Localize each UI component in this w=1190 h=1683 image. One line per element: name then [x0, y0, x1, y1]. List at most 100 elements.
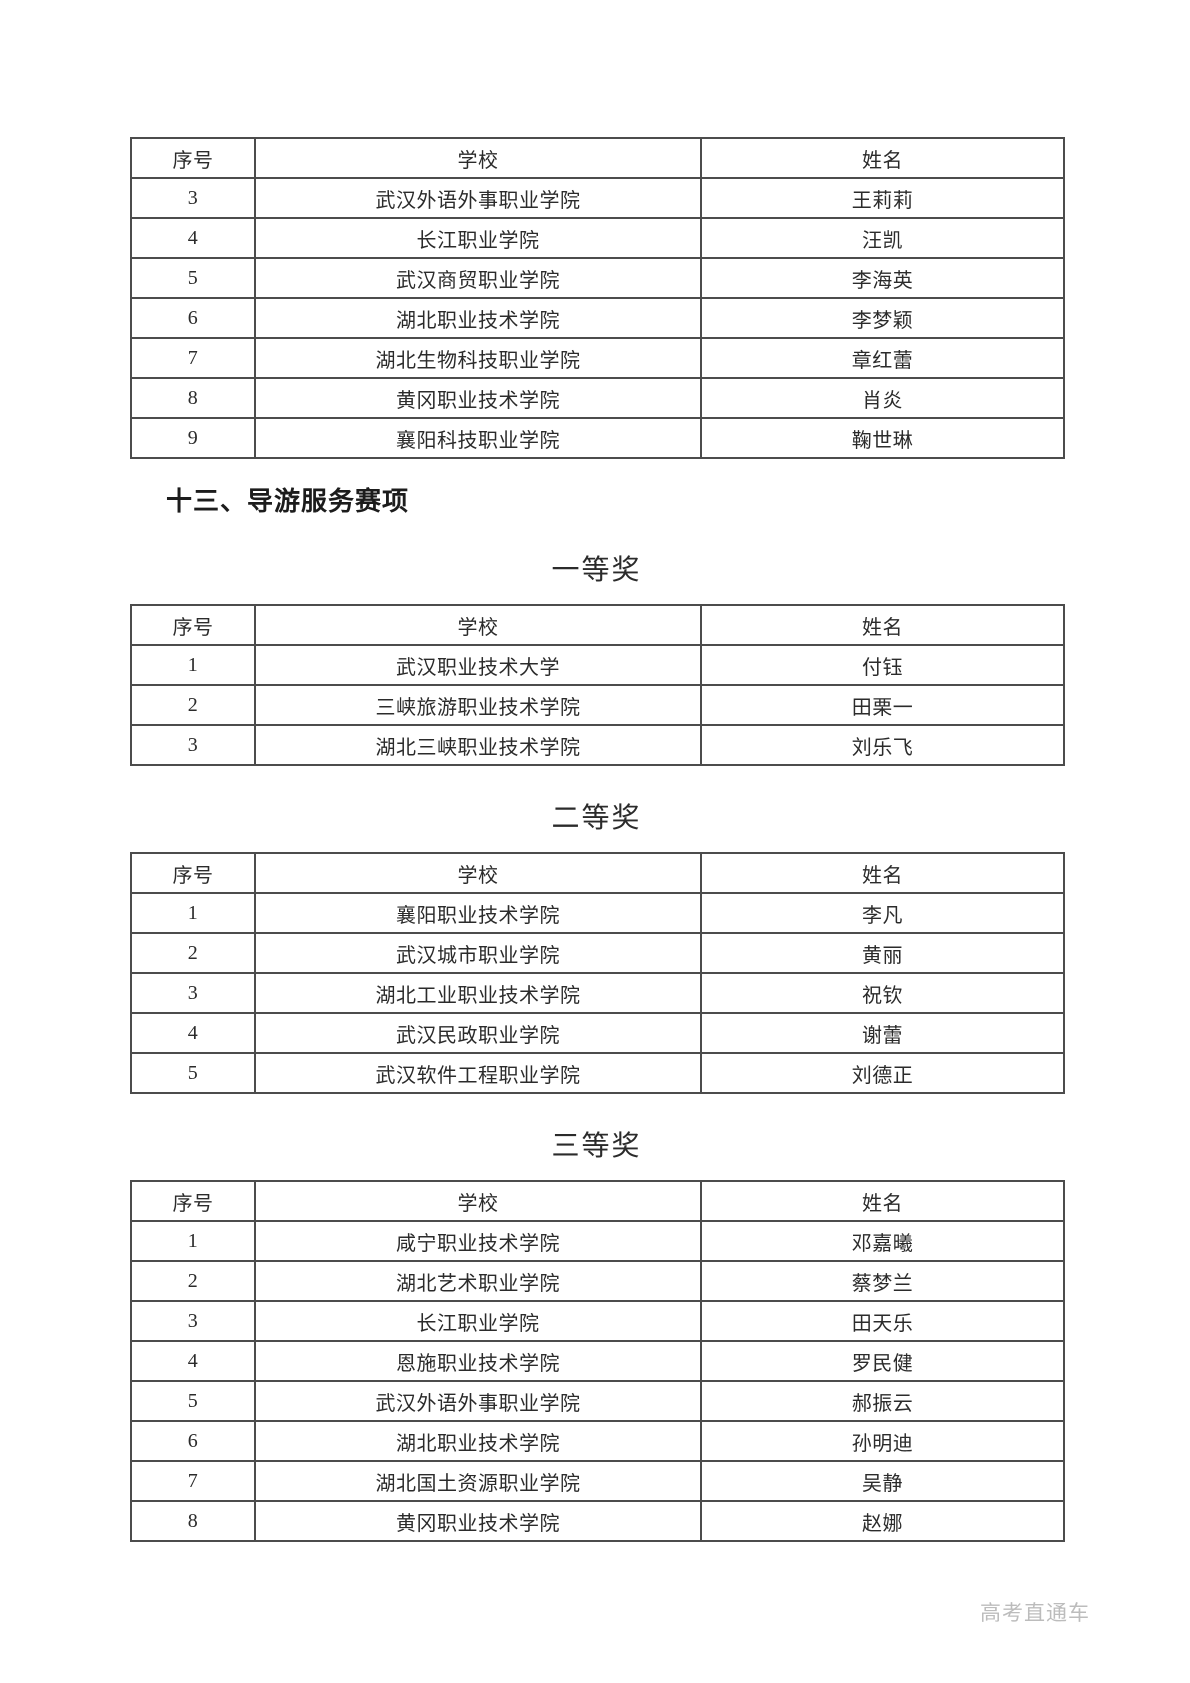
- table-row: 6 湖北职业技术学院 孙明迪: [130, 1420, 1065, 1462]
- serial-cell: 3: [130, 972, 256, 1014]
- serial-cell: 2: [130, 932, 256, 974]
- column-header: 学校: [254, 137, 702, 179]
- school-cell: 湖北职业技术学院: [254, 1420, 702, 1462]
- serial-cell: 1: [130, 644, 256, 686]
- school-cell: 武汉民政职业学院: [254, 1012, 702, 1054]
- school-cell: 湖北国土资源职业学院: [254, 1460, 702, 1502]
- school-cell: 湖北生物科技职业学院: [254, 337, 702, 379]
- serial-cell: 1: [130, 1220, 256, 1262]
- serial-cell: 6: [130, 1420, 256, 1462]
- school-cell: 湖北职业技术学院: [254, 297, 702, 339]
- table-row: 4 武汉民政职业学院 谢蕾: [130, 1012, 1065, 1054]
- name-cell: 田栗一: [700, 684, 1065, 726]
- award-title-second-prize: 二等奖: [551, 803, 642, 834]
- serial-cell: 7: [130, 1460, 256, 1502]
- name-cell: 赵娜: [700, 1500, 1065, 1542]
- column-header: 序号: [130, 604, 256, 646]
- table-row: 5 武汉软件工程职业学院 刘德正: [130, 1052, 1065, 1094]
- serial-cell: 3: [130, 724, 256, 766]
- school-cell: 恩施职业技术学院: [254, 1340, 702, 1382]
- table-row: 2 湖北艺术职业学院 蔡梦兰: [130, 1260, 1065, 1302]
- school-cell: 武汉外语外事职业学院: [254, 1380, 702, 1422]
- watermark-text: 高考直通车: [980, 1602, 1090, 1625]
- column-header: 序号: [130, 852, 256, 894]
- table-row: 6 湖北职业技术学院 李梦颖: [130, 297, 1065, 339]
- column-header: 学校: [254, 852, 702, 894]
- name-cell: 章红蕾: [700, 337, 1065, 379]
- table-row: 9 襄阳科技职业学院 鞠世琳: [130, 417, 1065, 459]
- column-header: 姓名: [700, 852, 1065, 894]
- name-cell: 邓嘉曦: [700, 1220, 1065, 1262]
- name-cell: 谢蕾: [700, 1012, 1065, 1054]
- table-row: 3 湖北三峡职业技术学院 刘乐飞: [130, 724, 1065, 766]
- table-row: 4 长江职业学院 汪凯: [130, 217, 1065, 259]
- serial-cell: 3: [130, 177, 256, 219]
- column-header: 姓名: [700, 604, 1065, 646]
- name-cell: 田天乐: [700, 1300, 1065, 1342]
- school-cell: 武汉城市职业学院: [254, 932, 702, 974]
- table-row: 1 武汉职业技术大学 付钰: [130, 644, 1065, 686]
- award-title-third-prize: 三等奖: [551, 1131, 642, 1162]
- column-header: 序号: [130, 1180, 256, 1222]
- school-cell: 三峡旅游职业技术学院: [254, 684, 702, 726]
- table-header-row: 序号 学校 姓名: [130, 852, 1065, 894]
- school-cell: 武汉软件工程职业学院: [254, 1052, 702, 1094]
- name-cell: 李海英: [700, 257, 1065, 299]
- table-row: 8 黄冈职业技术学院 肖炎: [130, 377, 1065, 419]
- school-cell: 黄冈职业技术学院: [254, 377, 702, 419]
- serial-cell: 5: [130, 1052, 256, 1094]
- name-cell: 罗民健: [700, 1340, 1065, 1382]
- serial-cell: 5: [130, 257, 256, 299]
- table-row: 2 三峡旅游职业技术学院 田栗一: [130, 684, 1065, 726]
- document-content: 序号 学校 姓名 3 武汉外语外事职业学院 王莉莉 4 长江职业学院 汪凯 5 武汉商贸职业学院李…: [130, 137, 1065, 1542]
- table-row: 1 襄阳职业技术学院 李凡: [130, 892, 1065, 934]
- name-cell: 汪凯: [700, 217, 1065, 259]
- serial-cell: 4: [130, 1012, 256, 1054]
- school-cell: 襄阳职业技术学院: [254, 892, 702, 934]
- section-heading: 十三、导游服务赛项: [166, 486, 410, 516]
- serial-cell: 4: [130, 1340, 256, 1382]
- column-header: 学校: [254, 604, 702, 646]
- table-row: 5 武汉商贸职业学院 李海英: [130, 257, 1065, 299]
- school-cell: 长江职业学院: [254, 217, 702, 259]
- school-cell: 湖北三峡职业技术学院: [254, 724, 702, 766]
- column-header: 姓名: [700, 137, 1065, 179]
- table-row: 5 武汉外语外事职业学院 郝振云: [130, 1380, 1065, 1422]
- serial-cell: 7: [130, 337, 256, 379]
- award-table-third-prize: 序号 学校 姓名 1 咸宁职业技术学院 邓嘉曦 2 湖北艺术职业学院 蔡梦兰 3 长江职业学院 田天…: [130, 1180, 1065, 1542]
- name-cell: 肖炎: [700, 377, 1065, 419]
- table-header-row: 序号 学校 姓名: [130, 604, 1065, 646]
- name-cell: 付钰: [700, 644, 1065, 686]
- school-cell: 武汉外语外事职业学院: [254, 177, 702, 219]
- serial-cell: 2: [130, 684, 256, 726]
- serial-cell: 1: [130, 892, 256, 934]
- school-cell: 长江职业学院: [254, 1300, 702, 1342]
- table-row: 3 武汉外语外事职业学院 王莉莉: [130, 177, 1065, 219]
- name-cell: 孙明迪: [700, 1420, 1065, 1462]
- award-table-first-prize: 序号 学校 姓名 1 武汉职业技术大学 付钰 2 三峡旅游职业技术学院 田栗一 3 湖北三峡职业技…: [130, 604, 1065, 766]
- school-cell: 黄冈职业技术学院: [254, 1500, 702, 1542]
- table-row: 7 湖北国土资源职业学院 吴静: [130, 1460, 1065, 1502]
- school-cell: 武汉职业技术大学: [254, 644, 702, 686]
- table-row: 3 长江职业学院 田天乐: [130, 1300, 1065, 1342]
- school-cell: 湖北工业职业技术学院: [254, 972, 702, 1014]
- serial-cell: 8: [130, 377, 256, 419]
- column-header: 学校: [254, 1180, 702, 1222]
- name-cell: 蔡梦兰: [700, 1260, 1065, 1302]
- school-cell: 襄阳科技职业学院: [254, 417, 702, 459]
- name-cell: 鞠世琳: [700, 417, 1065, 459]
- award-table-continuation: 序号 学校 姓名 3 武汉外语外事职业学院 王莉莉 4 长江职业学院 汪凯 5 武汉商贸职业学院李…: [130, 137, 1065, 459]
- name-cell: 黄丽: [700, 932, 1065, 974]
- table-row: 2 武汉城市职业学院 黄丽: [130, 932, 1065, 974]
- name-cell: 王莉莉: [700, 177, 1065, 219]
- name-cell: 吴静: [700, 1460, 1065, 1502]
- serial-cell: 2: [130, 1260, 256, 1302]
- table-header-row: 序号 学校 姓名: [130, 137, 1065, 179]
- school-cell: 湖北艺术职业学院: [254, 1260, 702, 1302]
- serial-cell: 6: [130, 297, 256, 339]
- name-cell: 刘德正: [700, 1052, 1065, 1094]
- school-cell: 咸宁职业技术学院: [254, 1220, 702, 1262]
- serial-cell: 3: [130, 1300, 256, 1342]
- serial-cell: 5: [130, 1380, 256, 1422]
- name-cell: 李梦颖: [700, 297, 1065, 339]
